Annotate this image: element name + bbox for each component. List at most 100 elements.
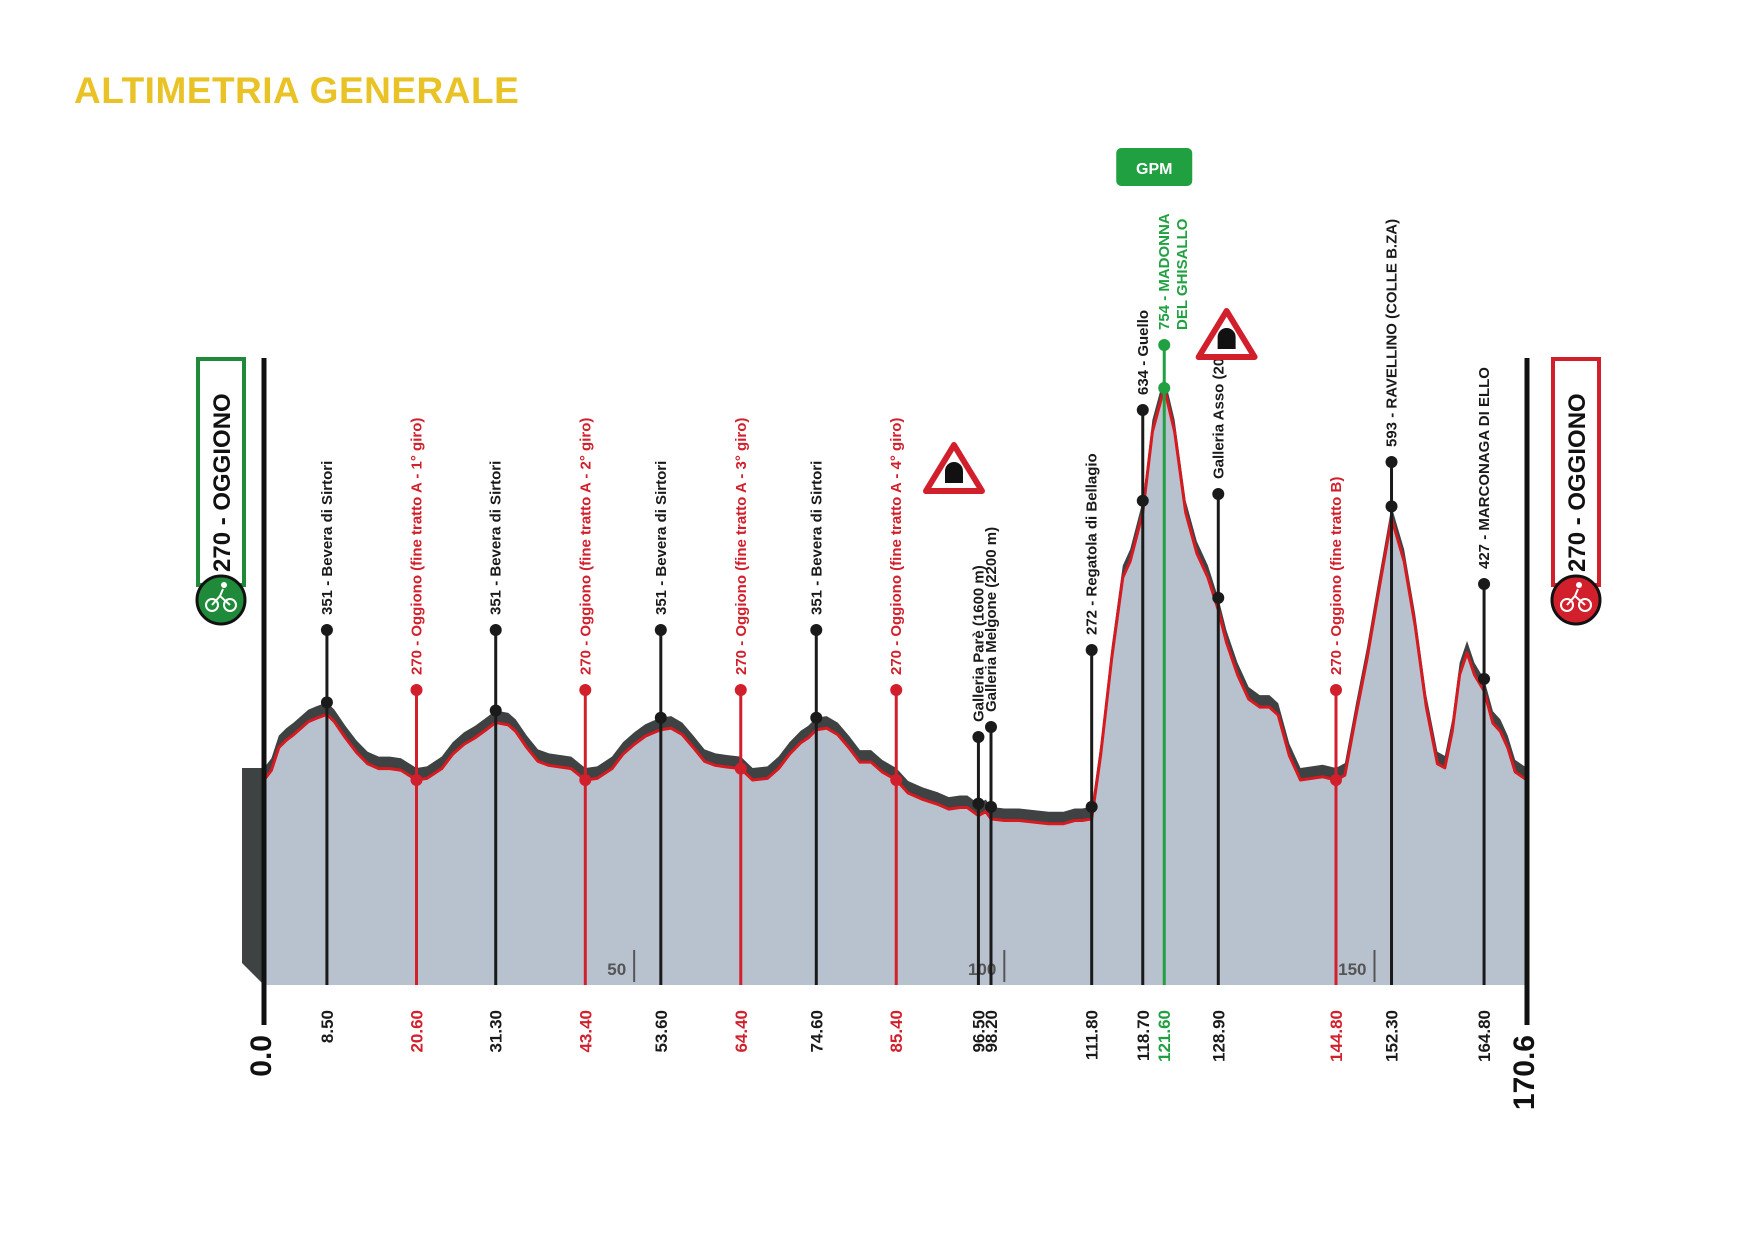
profile-layer (242, 375, 1528, 986)
poi-route-dot (1136, 494, 1149, 507)
bicycle-icon (195, 574, 247, 626)
poi-label: 593 - RAVELLINO (COLLE B.ZA) (1384, 219, 1401, 447)
poi-km-label: 8.50 (318, 1010, 337, 1043)
poi-route-dot (1385, 500, 1398, 513)
poi-label-line2: DEL GHISALLO (1174, 218, 1191, 330)
gpm-badge (1116, 148, 1193, 186)
poi-route-dot (985, 800, 998, 813)
poi-route-dot (654, 711, 667, 724)
bicycle-frame (1566, 588, 1586, 606)
poi-top-dot (320, 624, 333, 636)
poi-top-dot (734, 684, 747, 696)
poi-route-dot (410, 774, 423, 786)
bicycle-rider-head (1576, 582, 1582, 588)
poi-km-label: 118.70 (1134, 1010, 1153, 1061)
poi-route-dot (890, 774, 903, 786)
poi-route-dot (489, 704, 502, 717)
poi-top-dot (1085, 644, 1098, 656)
poi-label: 270 - Oggiono (fine tratto A - 1° giro) (409, 418, 426, 675)
poi-label: 270 - Oggiono (fine tratto A - 3° giro) (733, 418, 750, 675)
tunnel-signs (922, 308, 1258, 494)
poi-km-label: 85.40 (887, 1010, 906, 1053)
poi-top-dot (985, 721, 998, 733)
tunnel-warning-icon (922, 442, 985, 494)
poi-km-label: 128.90 (1209, 1010, 1228, 1062)
axis-layer (261, 358, 1530, 1025)
poi-km-label: 144.80 (1327, 1010, 1346, 1062)
poi-label: 754 - MADONNA (1156, 213, 1173, 330)
poi-km-label: 121.60 (1155, 1010, 1174, 1062)
tunnel-warning-icon (1195, 308, 1258, 360)
poi-top-dot (1158, 339, 1171, 351)
poi-route-dot (810, 711, 823, 724)
poi-label: 270 - Oggiono (fine tratto B) (1328, 477, 1345, 675)
bicycle-wheel (223, 598, 237, 612)
poi-route-dot (1329, 774, 1342, 786)
poi-top-dot (1478, 578, 1491, 590)
distance-tick-label: 50 (607, 960, 626, 979)
poi-route-dot (734, 762, 747, 775)
gpm-badge-label: GPM (1136, 161, 1172, 178)
finish-km-label: 170.6 (1508, 1035, 1541, 1110)
poi-label: 351 - Bevera di Sirtori (808, 461, 825, 615)
poi-top-dot (1212, 488, 1225, 500)
bicycle-wheel (1560, 598, 1574, 612)
poi-label: Galleria Melgone (2200 m) (983, 527, 1000, 712)
poi-top-dot (654, 624, 667, 636)
badge-label: 270 - OGGIONO (209, 393, 236, 572)
poi-top-dot (810, 624, 823, 636)
poi-label: 272 - Regatola di Bellagio (1084, 453, 1101, 635)
distance-tick-label: 100 (968, 960, 996, 979)
poi-km-label: 152.30 (1383, 1010, 1402, 1062)
start-km-label: 0.0 (245, 1035, 278, 1077)
poi-label: Galleria Parè (1600 m) (970, 565, 987, 722)
distance-tick-label: 150 (1338, 960, 1366, 979)
poi-km-label: 64.40 (732, 1010, 751, 1053)
poi-route-dot (1158, 381, 1171, 394)
finish-badge: 270 - OGGIONO (1550, 357, 1602, 626)
poi-label: 270 - Oggiono (fine tratto A - 4° giro) (888, 418, 905, 675)
chart-title: ALTIMETRIA GENERALE (74, 70, 520, 111)
start-badge: 270 - OGGIONO (195, 357, 247, 626)
poi-top-dot (1136, 404, 1149, 416)
poi-km-label: 74.60 (807, 1010, 826, 1053)
poi-route-dot (320, 696, 333, 709)
distance-ticks: 50 100 150 (607, 950, 1376, 982)
profile-area (264, 387, 1527, 986)
poi-km-label: 43.40 (576, 1010, 595, 1053)
poi-label: 270 - Oggiono (fine tratto A - 2° giro) (577, 418, 594, 675)
poi-km-label: 164.80 (1475, 1010, 1494, 1062)
bicycle-icon (1550, 574, 1602, 626)
poi-route-dot (972, 797, 985, 810)
poi-route-dot (1085, 800, 1098, 813)
poi-label: 427 - MARCONAGA DI ELLO (1476, 367, 1493, 569)
tunnel-symbol (944, 462, 963, 483)
poi-route-dot (1478, 672, 1491, 685)
poi-route-dot (579, 774, 592, 786)
badge-label: 270 - OGGIONO (1564, 393, 1591, 572)
bicycle-rider-head (221, 582, 227, 588)
poi-label: 351 - Bevera di Sirtori (319, 461, 336, 615)
poi-top-dot (890, 684, 903, 696)
poi-km-label: 111.80 (1083, 1010, 1102, 1060)
bicycle-wheel (205, 598, 219, 612)
poi-label: Galleria Asso (200 m) (1210, 327, 1227, 479)
endpoint-badges: GPM 270 - OGGIONO 270 - OGGIONO (195, 148, 1602, 626)
poi-top-dot (410, 684, 423, 696)
poi-top-dot (972, 731, 985, 743)
poi-label: 634 - Guello (1135, 310, 1152, 395)
poi-km-label: 20.60 (408, 1010, 427, 1053)
poi-km-label: 96.50 (969, 1010, 988, 1053)
poi-top-dot (1385, 456, 1398, 468)
bicycle-wheel (1578, 598, 1592, 612)
poi-top-dot (489, 624, 502, 636)
poi-label: 351 - Bevera di Sirtori (653, 461, 670, 615)
poi-top-dot (579, 684, 592, 696)
poi-top-dot (1329, 684, 1342, 696)
bicycle-frame (211, 588, 231, 606)
poi-route-dot (1212, 591, 1225, 604)
poi-km-label: 53.60 (652, 1010, 671, 1053)
tunnel-symbol (1217, 328, 1236, 349)
poi-km-label: 31.30 (487, 1010, 506, 1053)
